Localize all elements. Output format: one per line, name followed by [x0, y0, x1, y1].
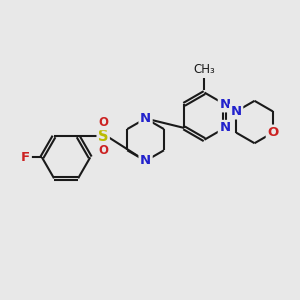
Text: F: F — [21, 151, 30, 164]
Text: N: N — [231, 105, 242, 118]
Text: O: O — [98, 144, 108, 157]
Text: O: O — [98, 116, 108, 129]
Text: S: S — [98, 129, 108, 144]
Text: N: N — [140, 112, 151, 125]
Text: N: N — [219, 122, 230, 134]
Text: O: O — [267, 126, 278, 139]
Text: CH₃: CH₃ — [194, 63, 215, 76]
Text: N: N — [219, 98, 230, 111]
Text: N: N — [140, 154, 151, 167]
